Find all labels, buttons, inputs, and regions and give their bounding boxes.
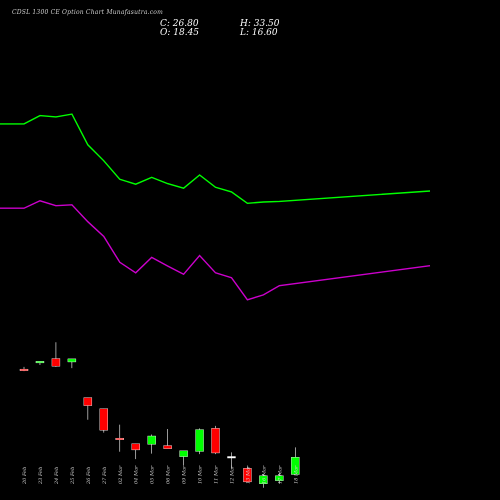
candle-body xyxy=(179,450,188,457)
candle-body xyxy=(131,443,140,451)
candle-24-feb xyxy=(51,342,61,367)
candle-body xyxy=(275,475,284,481)
candle-13-mar xyxy=(243,466,252,483)
indicator-lines xyxy=(0,113,431,301)
x-tick-label: 26 Feb xyxy=(86,467,92,485)
x-tick-label: 23 Feb xyxy=(38,467,44,485)
candle-04-mar xyxy=(131,443,140,460)
x-tick-label: 16 Mar xyxy=(261,465,267,484)
x-tick-label: 04 Mar xyxy=(134,465,140,484)
upper-band-line xyxy=(0,113,431,205)
candle-body xyxy=(83,397,93,406)
candle-20-feb xyxy=(19,366,29,372)
candle-27-feb xyxy=(99,408,109,433)
candle-17-mar xyxy=(275,472,284,484)
x-tick-label: 24 Feb xyxy=(54,467,60,485)
candle-body xyxy=(211,428,220,454)
candle-09-mar xyxy=(179,450,188,466)
x-tick-label: 10 Mar xyxy=(198,465,204,484)
x-tick-label: 18 Mar xyxy=(293,465,299,484)
x-tick-label: 09 Mar xyxy=(182,465,188,484)
candle-body xyxy=(291,457,300,475)
x-tick-label: 05 Mar xyxy=(150,465,156,484)
candle-body xyxy=(227,456,236,459)
x-tick-label: 13 Mar xyxy=(245,465,251,484)
x-tick-label: 02 Mar xyxy=(118,465,124,484)
candle-06-mar xyxy=(163,428,172,449)
x-tick-label: 11 Mar xyxy=(214,465,220,484)
low-value: L: 16.60 xyxy=(240,28,278,38)
candle-body xyxy=(67,358,77,363)
candle-body xyxy=(51,358,61,367)
candle-26-feb xyxy=(83,397,93,420)
close-value: C: 26.80 xyxy=(160,19,199,29)
x-axis-ticks: 20 Feb 23 Feb 24 Feb 25 Feb 26 Feb 27 Feb 02 M… xyxy=(22,465,299,485)
candle-body xyxy=(259,475,268,484)
candle-body xyxy=(243,468,252,483)
x-tick-label: 25 Feb xyxy=(70,467,76,485)
candle-02-mar xyxy=(115,424,124,452)
lower-band-line xyxy=(0,200,431,301)
candle-18-mar xyxy=(291,447,300,475)
open-value: O: 18.45 xyxy=(160,28,200,38)
x-tick-label: 06 Mar xyxy=(166,465,172,484)
candle-body xyxy=(99,408,109,431)
high-value: H: 33.50 xyxy=(240,19,280,29)
candle-25-feb xyxy=(67,358,77,369)
candle-body xyxy=(115,437,124,440)
candle-body xyxy=(35,361,45,364)
chart-title: CDSL 1300 CE Option Chart Munafasutra.co… xyxy=(12,9,163,16)
x-tick-label: 20 Feb xyxy=(22,467,28,485)
candle-23-feb xyxy=(35,361,45,366)
candle-05-mar xyxy=(147,434,156,454)
candle-body xyxy=(19,368,29,371)
candle-10-mar xyxy=(195,428,204,455)
candle-body xyxy=(163,445,172,449)
x-tick-label: 27 Feb xyxy=(102,467,108,485)
candle-16-mar xyxy=(259,474,268,488)
candles xyxy=(19,342,300,488)
candle-12-mar xyxy=(227,452,236,469)
x-tick-label: 12 Mar xyxy=(229,465,235,484)
x-tick-label: 17 Mar xyxy=(277,465,283,484)
candle-11-mar xyxy=(211,425,220,455)
candle-body xyxy=(195,429,204,452)
candle-body xyxy=(147,435,156,445)
